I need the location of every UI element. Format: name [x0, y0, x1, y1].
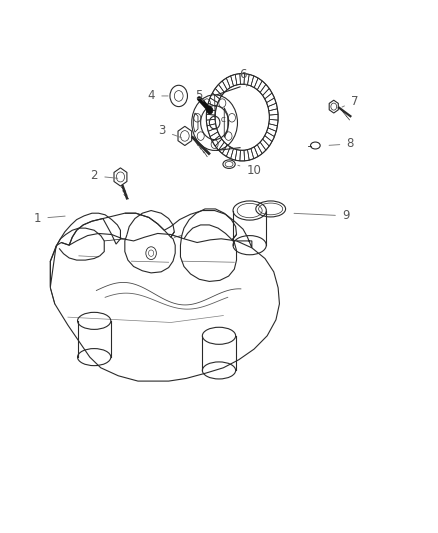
- Text: 9: 9: [294, 209, 350, 222]
- Text: 1: 1: [33, 212, 65, 225]
- Text: 10: 10: [238, 164, 261, 177]
- Text: 3: 3: [159, 124, 181, 138]
- Text: 2: 2: [90, 169, 118, 182]
- Text: 7: 7: [342, 95, 359, 108]
- Text: C: C: [220, 117, 225, 123]
- Text: 8: 8: [329, 138, 354, 150]
- Text: 5: 5: [196, 90, 203, 102]
- Text: 6: 6: [239, 68, 247, 86]
- Text: 4: 4: [147, 90, 168, 102]
- Circle shape: [207, 107, 213, 114]
